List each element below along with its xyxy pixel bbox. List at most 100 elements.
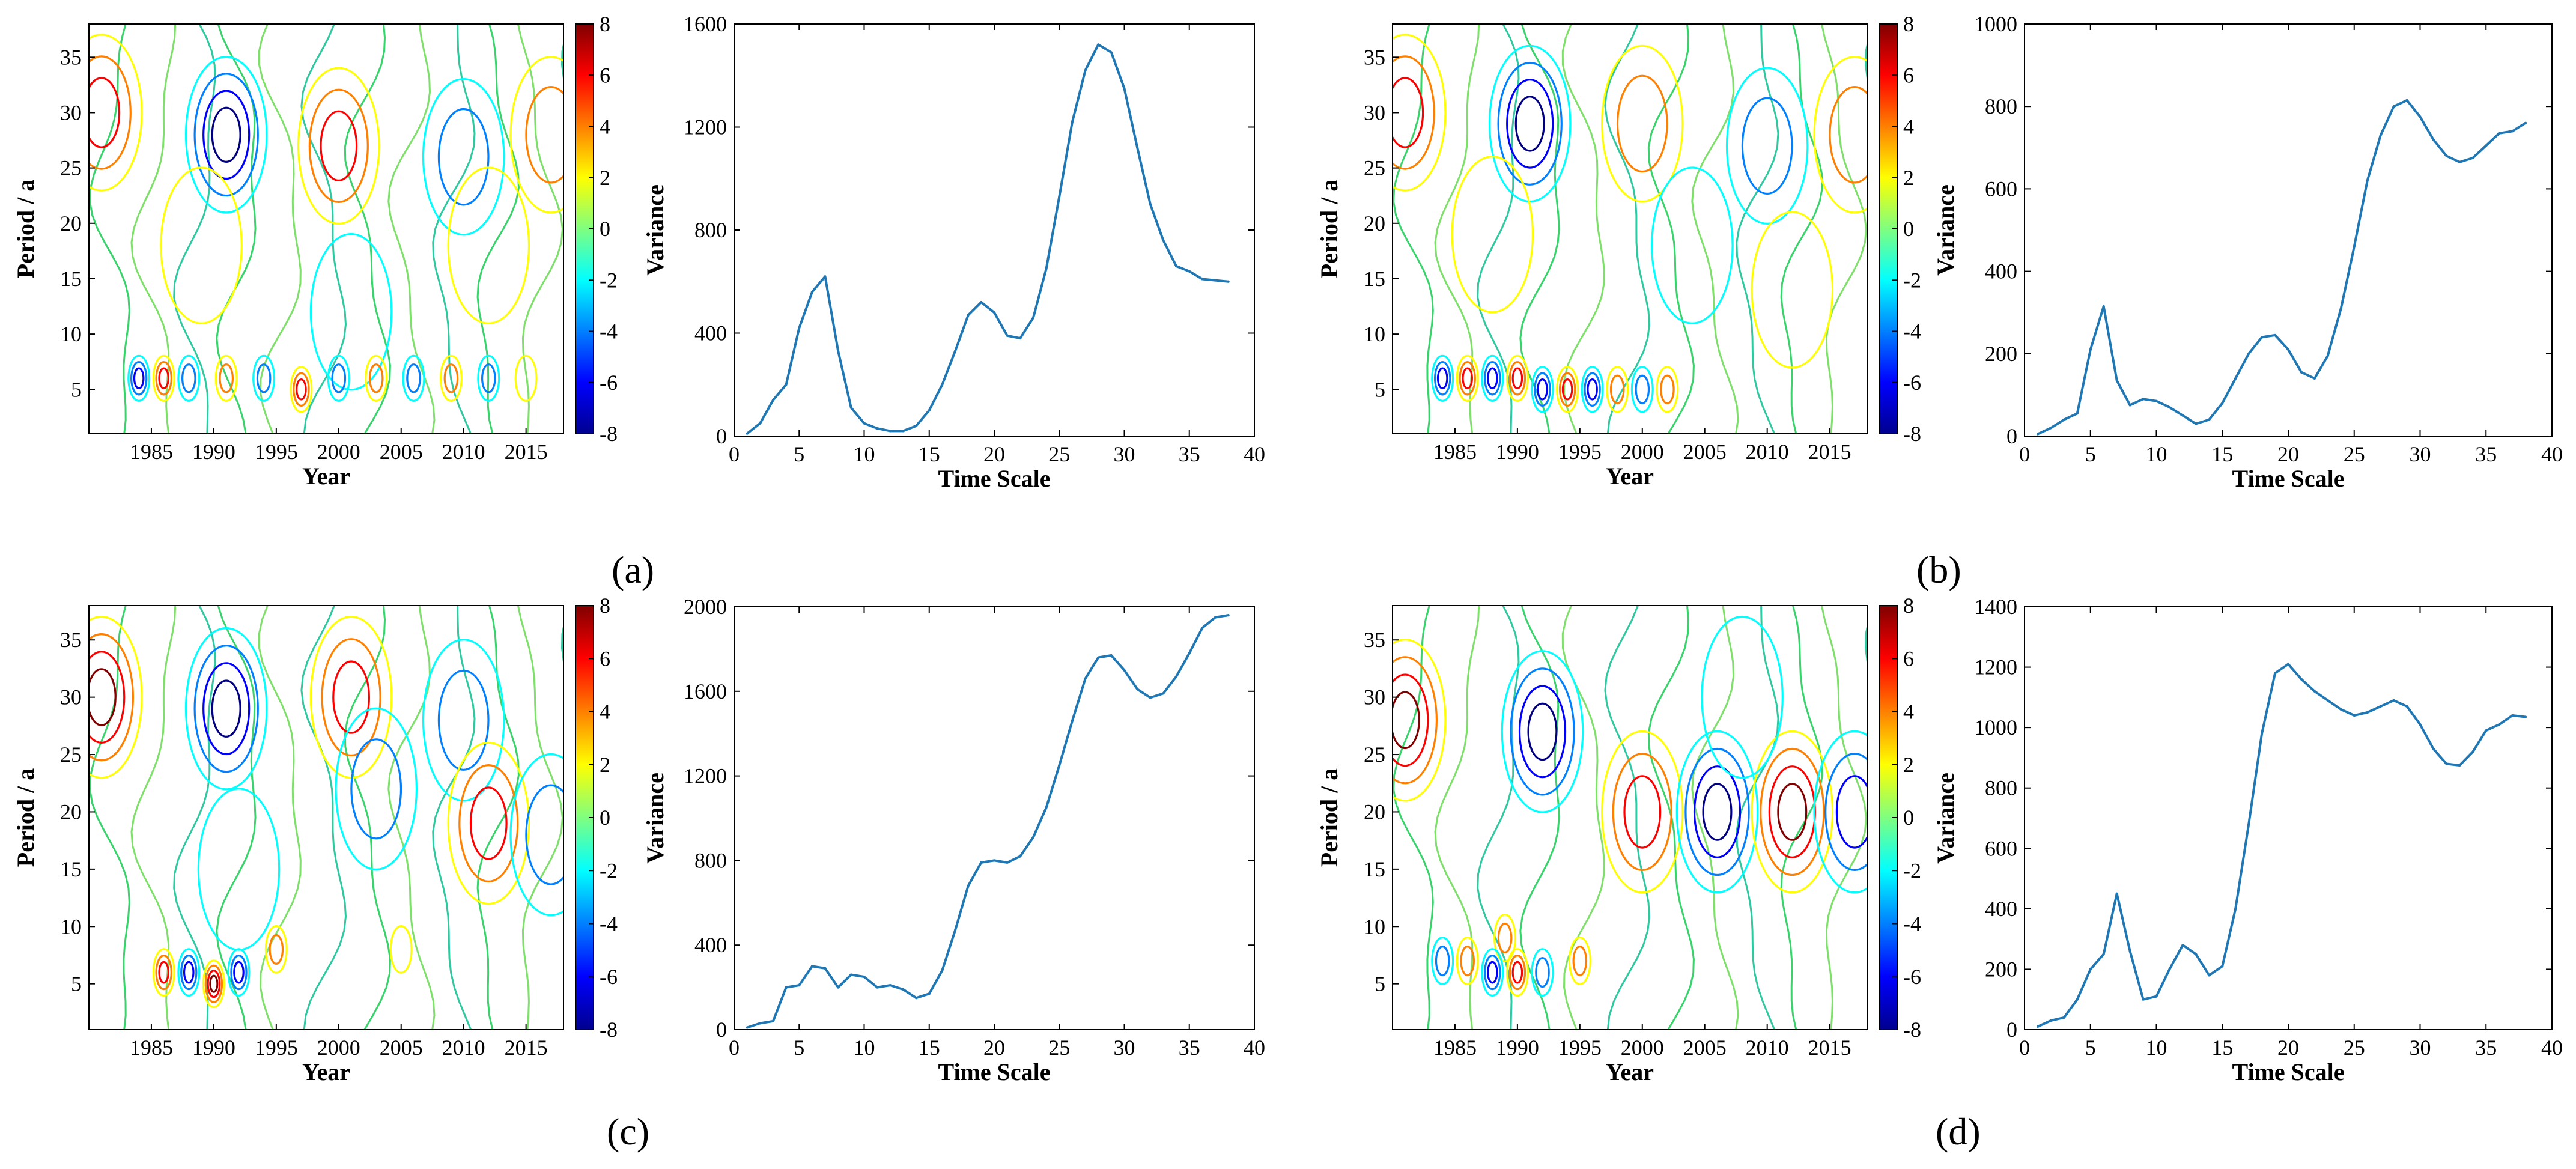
contour-line [432,606,476,1030]
contour-ring [202,662,251,756]
contour-ring [406,363,421,393]
variance-point [1006,861,1009,864]
contour-ring [1829,86,1867,184]
contour-ring [368,363,384,393]
variance-point [824,967,827,970]
variance-point [863,976,866,978]
variance-point [2419,723,2422,726]
contour-ring [447,741,530,905]
variance-point [2458,764,2461,767]
contour-ring [321,638,381,757]
contour-line [300,24,347,434]
variance-point [2445,154,2448,157]
variance-point [2247,823,2250,826]
colorbar-tick-label: 8 [1903,594,1914,618]
contour-ring [1813,730,1867,894]
variance-point [2379,705,2382,708]
contour-line [1780,606,1823,1030]
contour-lines [1393,24,1867,434]
contour-ring [1587,378,1598,401]
variance-point [759,422,762,425]
contour-ring [1456,937,1479,985]
colorbar-tick-label: 2 [600,166,610,190]
x-tick-label: 2005 [1683,440,1727,464]
contour-ring [1393,673,1429,767]
x-tick-label: 0 [2019,442,2030,466]
contour-ring [1702,783,1733,841]
panel-b: 1985 1990 1995 2000 2005 2010 2015510152025303… [1316,12,2563,591]
contour-ring [525,86,564,184]
y-tick-label: 25 [1364,742,1385,767]
contour-ring [181,363,196,393]
colorbar-b: 8 6 4 2 0 -2 -4 -6 -8 [1879,12,1921,446]
contour-ring [184,627,268,791]
x-tick-label: 2010 [1746,440,1789,464]
variance-point [2379,134,2382,137]
variance-point [1110,51,1113,54]
x-tick-label: 15 [919,1036,940,1060]
colorbar-tick-label: 2 [1903,753,1914,777]
variance-point [2339,708,2342,711]
x-tick-label: 5 [2085,1036,2096,1060]
contour-ring [1824,753,1867,871]
variance-point [849,973,852,976]
x-tick-label: 1985 [1433,1036,1477,1060]
variance-point [2287,663,2289,666]
variance-point [2366,179,2369,182]
contour-lines [1393,606,1867,1030]
contour-ring [193,73,259,197]
y-tick-label: 800 [1985,776,2017,800]
variance-point [1214,616,1217,619]
x-axis-label: Year [302,463,350,490]
contour-ring [469,786,508,860]
variance-point [2524,121,2527,124]
y-tick-label: 2000 [684,595,727,619]
contour-ring [1393,639,1447,802]
variance-point [954,929,956,932]
y-tick-label: 800 [694,848,727,872]
variance-point [915,997,918,1000]
contour-line [344,606,391,1030]
x-tick-label: 40 [2541,1036,2563,1060]
contour-ring [1393,55,1435,170]
contour-ring [1393,34,1447,192]
y-tick-label: 800 [694,218,727,242]
y-tick-label: 0 [716,1018,727,1042]
variance-series-line [2037,663,2526,1028]
contour-ring [184,56,268,214]
contour-ring [183,961,195,984]
contour-plot-area [1393,606,1867,1030]
x-tick-label: 2015 [505,440,548,464]
contour-ring [1527,702,1558,761]
contour-ring [1506,79,1554,169]
contour-ring [437,108,490,206]
contour-ring [1487,367,1498,390]
colorbar-tick-label: 2 [600,753,610,777]
variance-point [2300,371,2303,374]
y-tick-label: 400 [694,321,727,345]
y-tick-label: 1600 [684,679,727,703]
variance-point [2392,699,2395,702]
variance-point [2261,336,2264,339]
x-tick-label: 15 [919,442,940,466]
variance-point [2168,968,2171,971]
y-tick-label: 35 [60,45,82,69]
contour-ring [1660,374,1675,405]
x-tick-label: 15 [2211,1036,2233,1060]
variance-point [2036,1025,2039,1028]
variance-point [2234,377,2237,380]
contour-ring [89,615,143,779]
colorbar-tick-label: -4 [600,912,618,936]
variance-point [2115,379,2118,382]
variance-point [902,430,905,433]
x-axis-label: Year [302,1058,350,1086]
variance-point [1084,677,1087,680]
contour-line [1477,606,1520,1030]
x-tick-label: 20 [983,1036,1005,1060]
contour-lines [89,24,564,434]
variance-point [2261,732,2264,735]
variance-point [2062,1016,2065,1019]
x-tick-label: 1990 [1496,1036,1539,1060]
variance-point [1032,316,1034,319]
